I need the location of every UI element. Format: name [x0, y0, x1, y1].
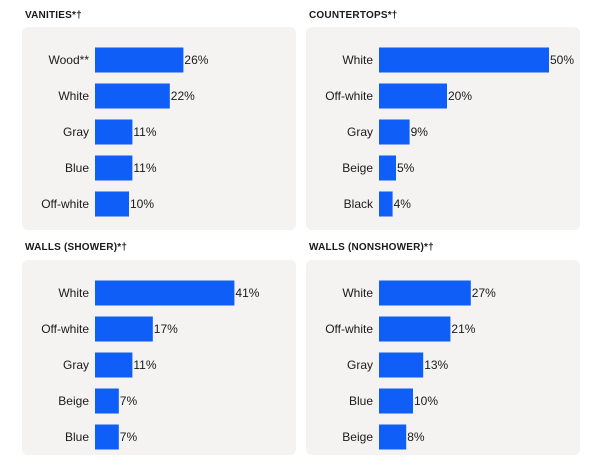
value-label: 10% — [414, 394, 438, 408]
category-label: White — [342, 286, 373, 300]
bar — [95, 424, 119, 450]
chart-title-vanities: VANITIES*† — [25, 10, 82, 21]
bar — [379, 119, 410, 145]
chart-panel-walls-shower: White 41% Off-white 17% Gray 11% Beige 7% Blue 7% — [22, 260, 296, 455]
bar-chart-walls-shower: White 41% Off-white 17% Gray 11% Beige 7% Blue 7% — [41, 280, 260, 450]
category-label: White — [342, 53, 373, 67]
chart-title-walls-nonshower: WALLS (NONSHOWER)*† — [309, 242, 434, 253]
bar — [379, 47, 549, 73]
bar — [95, 280, 235, 306]
bar — [95, 155, 133, 181]
category-label: Blue — [65, 161, 89, 175]
bar — [95, 388, 119, 414]
bar-chart-countertops: White 50% Off-white 20% Gray 9% Beige 5% Black 4% — [325, 47, 574, 217]
category-label: Off-white — [41, 197, 89, 211]
category-label: White — [58, 286, 89, 300]
category-label: Beige — [342, 430, 373, 444]
chart-panel-walls-nonshower: White 27% Off-white 21% Gray 13% Blue 10% Beige 8… — [306, 260, 580, 455]
value-label: 11% — [133, 125, 156, 139]
category-label: Gray — [347, 358, 373, 372]
chart-title-walls-shower: WALLS (SHOWER)*† — [25, 242, 128, 253]
value-label: 7% — [120, 430, 138, 444]
value-label: 5% — [397, 161, 415, 175]
value-label: 41% — [235, 286, 259, 300]
bar-chart-walls-nonshower: White 27% Off-white 21% Gray 13% Blue 10% Beige 8… — [325, 280, 496, 450]
chart-panel-countertops: White 50% Off-white 20% Gray 9% Beige 5% Black 4% — [306, 27, 580, 230]
category-label: Wood** — [49, 53, 90, 67]
value-label: 27% — [472, 286, 496, 300]
value-label: 10% — [130, 197, 154, 211]
category-label: Gray — [63, 125, 89, 139]
bar — [95, 47, 184, 73]
category-label: Off-white — [325, 89, 373, 103]
value-label: 8% — [407, 430, 425, 444]
chart-panel-vanities: Wood** 26% White 22% Gray 11% Blue 11% Off-white… — [22, 27, 296, 230]
bar — [95, 316, 153, 342]
category-label: Gray — [347, 125, 373, 139]
bar — [379, 352, 424, 378]
category-label: Blue — [349, 394, 373, 408]
bar — [95, 191, 129, 217]
bar — [379, 155, 396, 181]
value-label: 11% — [133, 358, 156, 372]
value-label: 21% — [451, 322, 475, 336]
value-label: 7% — [120, 394, 138, 408]
bar — [379, 424, 407, 450]
value-label: 11% — [133, 161, 156, 175]
category-label: Black — [344, 197, 374, 211]
category-label: Off-white — [325, 322, 373, 336]
bar — [379, 316, 451, 342]
value-label: 4% — [394, 197, 412, 211]
bar — [95, 119, 133, 145]
category-label: Gray — [63, 358, 89, 372]
value-label: 13% — [424, 358, 448, 372]
category-label: Beige — [58, 394, 89, 408]
bar — [95, 352, 133, 378]
value-label: 50% — [550, 53, 574, 67]
bar-chart-vanities: Wood** 26% White 22% Gray 11% Blue 11% Off-white… — [41, 47, 209, 217]
bar — [379, 388, 413, 414]
category-label: White — [58, 89, 89, 103]
bar — [379, 191, 393, 217]
category-label: Beige — [342, 161, 373, 175]
chart-title-countertops: COUNTERTOPS*† — [309, 10, 398, 21]
bar — [379, 280, 471, 306]
category-label: Off-white — [41, 322, 89, 336]
value-label: 26% — [184, 53, 208, 67]
value-label: 17% — [154, 322, 178, 336]
value-label: 20% — [448, 89, 472, 103]
bar — [95, 83, 170, 109]
value-label: 9% — [411, 125, 429, 139]
bar — [379, 83, 447, 109]
category-label: Blue — [65, 430, 89, 444]
value-label: 22% — [171, 89, 195, 103]
